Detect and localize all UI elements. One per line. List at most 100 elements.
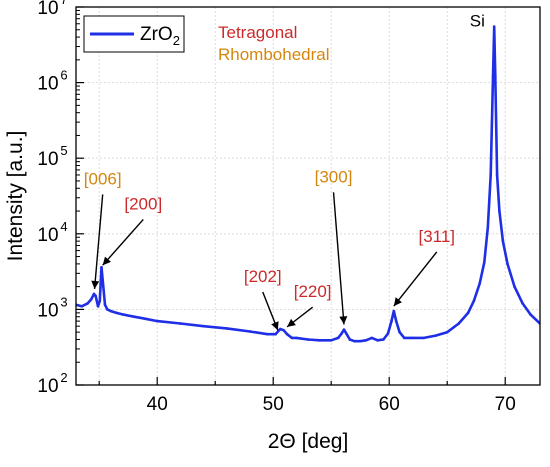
y-tick-label: 10 — [37, 376, 58, 397]
data-point — [202, 324, 205, 328]
data-point — [155, 319, 159, 323]
data-point — [290, 336, 294, 340]
x-tick-label: 50 — [263, 394, 284, 415]
data-point — [495, 173, 499, 177]
data-point — [498, 209, 501, 213]
y-tick-label: 10 — [37, 149, 58, 170]
annotation-arrows — [91, 192, 438, 331]
data-point — [103, 303, 107, 307]
arrow-head — [393, 297, 402, 307]
phase-label-rhombohedral: Rhombohedral — [218, 45, 330, 64]
y-axis-title: Intensity [a.u.] — [4, 131, 27, 262]
data-point — [132, 315, 136, 319]
peak-label: [202] — [244, 267, 282, 286]
arrow-head — [271, 321, 279, 331]
data-point — [344, 332, 348, 335]
data-point — [478, 282, 481, 285]
peak-label: [300] — [315, 167, 353, 186]
y-tick-exponent: 6 — [60, 68, 67, 83]
data-point — [121, 313, 124, 316]
data-point — [376, 339, 379, 342]
peak-label: [220] — [294, 282, 332, 301]
axis-ticks: 40506070102103104105106107 — [37, 0, 515, 415]
data-point — [285, 332, 289, 336]
data-point — [340, 332, 343, 335]
data-point — [411, 336, 414, 340]
data-point — [329, 339, 333, 342]
data-point — [109, 309, 113, 313]
data-point — [80, 304, 84, 308]
data-point — [364, 339, 368, 342]
y-tick-label: 10 — [37, 0, 58, 19]
peak-label-si: Si — [470, 12, 485, 31]
plot-frame — [75, 6, 541, 386]
peak-label: [200] — [124, 194, 162, 213]
data-point — [422, 336, 426, 340]
x-tick-label: 60 — [379, 394, 400, 415]
data-point — [295, 336, 298, 340]
data-point — [342, 328, 346, 331]
data-point — [483, 260, 486, 264]
arrow-head — [102, 256, 111, 266]
data-point — [144, 317, 147, 321]
data-point — [98, 299, 102, 303]
data-point — [382, 338, 385, 341]
data-point — [457, 322, 461, 325]
data-point — [89, 298, 93, 301]
annotation-arrow — [332, 192, 345, 325]
y-tick-label: 10 — [37, 225, 58, 246]
y-tick-label: 10 — [37, 300, 58, 321]
data-point — [96, 304, 100, 308]
data-point — [100, 266, 103, 269]
data-point — [179, 322, 182, 325]
data-point — [394, 319, 398, 323]
data-point — [101, 285, 105, 288]
data-point — [348, 338, 352, 341]
data-point — [336, 336, 340, 340]
data-point — [529, 313, 533, 317]
data-point — [506, 262, 509, 266]
data-point — [472, 299, 476, 303]
annotation-arrow — [393, 251, 438, 307]
data-point — [106, 308, 109, 311]
data-point — [489, 173, 493, 177]
y-tick-exponent: 5 — [60, 143, 67, 158]
data-point — [513, 285, 516, 288]
data-point — [398, 330, 401, 334]
phase-labels: Tetragonal Rhombohedral — [218, 23, 330, 64]
data-point — [358, 339, 362, 343]
data-point — [266, 332, 269, 336]
annotation-arrow — [93, 194, 104, 290]
arrow-head — [287, 318, 296, 327]
legend: ZrO2 — [83, 15, 185, 53]
data-point — [386, 332, 390, 335]
x-tick-label: 70 — [495, 394, 516, 415]
data-point — [225, 327, 229, 330]
data-point — [370, 336, 374, 340]
data-point — [86, 302, 89, 305]
x-tick-label: 40 — [147, 394, 168, 415]
arrow-head — [339, 316, 348, 325]
data-point — [445, 330, 449, 334]
peak-label: [006] — [84, 169, 122, 188]
data-point — [491, 75, 495, 78]
data-point — [353, 339, 356, 343]
data-point — [390, 319, 393, 323]
data-point — [94, 294, 98, 298]
arrow-head — [91, 280, 100, 289]
phase-label-tetragonal: Tetragonal — [218, 23, 297, 42]
data-point — [402, 336, 406, 340]
x-axis-title: 2Θ [deg] — [268, 430, 349, 453]
y-tick-exponent: 4 — [60, 219, 67, 234]
data-point — [501, 239, 505, 243]
y-tick-label: 10 — [37, 74, 58, 95]
peak-label: [311] — [418, 227, 455, 246]
data-point — [92, 292, 96, 296]
data-point — [306, 338, 310, 341]
data-point — [486, 226, 490, 230]
y-tick-exponent: 3 — [60, 294, 67, 309]
data-point — [248, 330, 252, 333]
data-point — [282, 328, 285, 332]
data-point — [392, 309, 396, 313]
